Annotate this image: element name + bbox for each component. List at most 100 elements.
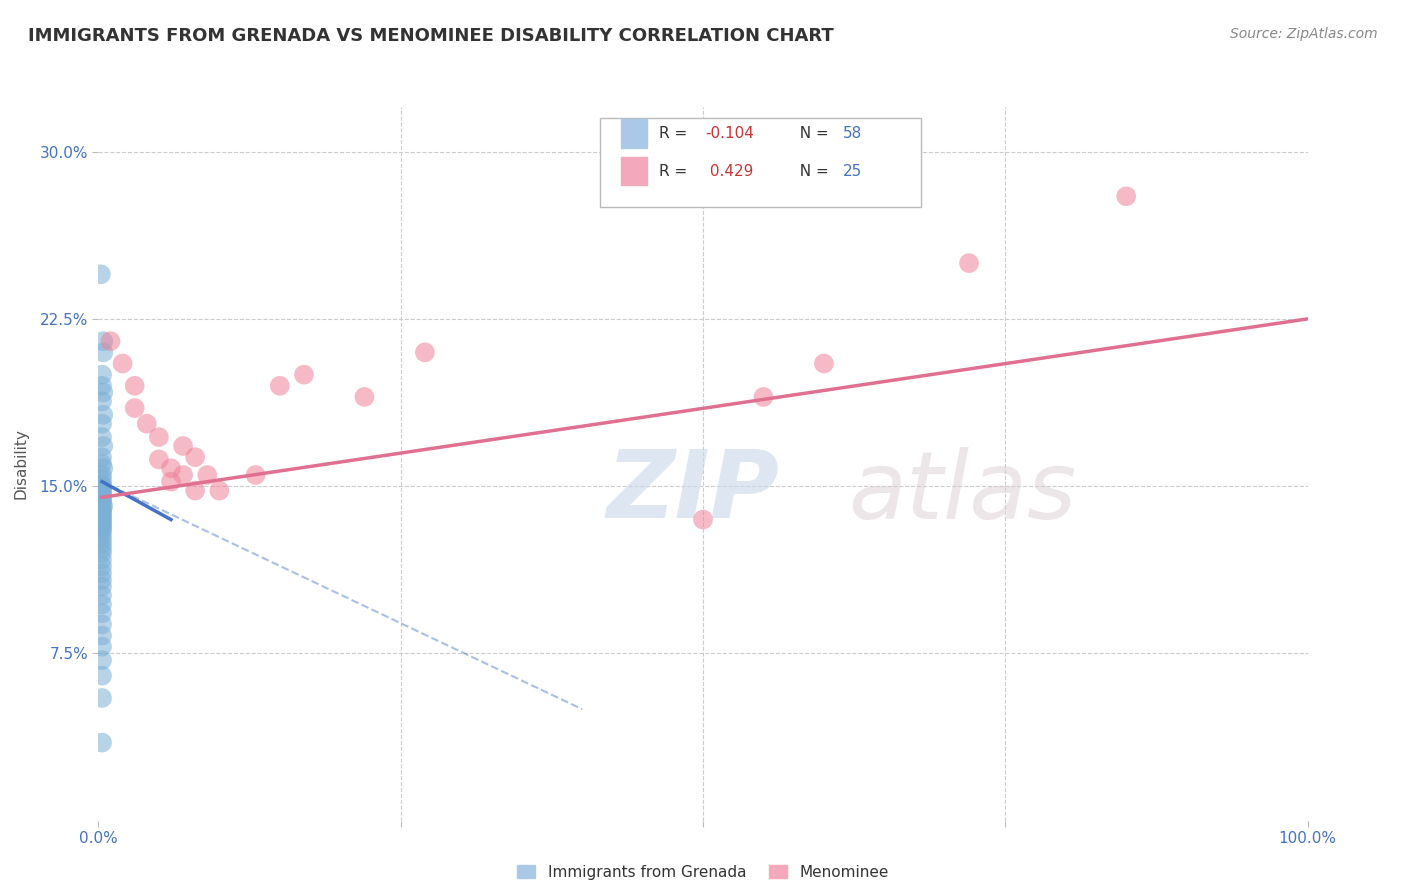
Point (91, 541, 114, 556)
Point (91, 368, 114, 382)
Point (91, 500, 114, 514)
Point (91, 334, 114, 349)
Point (91, 483, 114, 498)
Point (148, 430, 170, 444)
Point (91, 378, 114, 392)
Point (91, 690, 114, 705)
Point (124, 378, 146, 392)
Text: N =: N = (790, 163, 834, 178)
Point (91, 345, 114, 359)
Point (413, 345, 436, 359)
Point (91, 491, 114, 505)
Point (91, 512, 114, 526)
Point (124, 401, 146, 416)
Point (195, 468, 218, 483)
Point (148, 452, 170, 467)
Point (91, 417, 114, 431)
Point (91, 640, 114, 654)
Point (353, 390, 375, 404)
FancyBboxPatch shape (621, 157, 647, 186)
Text: Source: ZipAtlas.com: Source: ZipAtlas.com (1230, 27, 1378, 41)
Point (91, 494, 114, 508)
Point (111, 356, 134, 371)
Text: -0.104: -0.104 (706, 126, 754, 141)
Point (91, 607, 114, 621)
Point (91, 457, 114, 471)
Point (91, 573, 114, 587)
Point (91, 482, 114, 496)
Point (91, 430, 114, 444)
Text: IMMIGRANTS FROM GRENADA VS MENOMINEE DISABILITY CORRELATION CHART: IMMIGRANTS FROM GRENADA VS MENOMINEE DIS… (28, 27, 834, 45)
Point (91, 503, 114, 517)
Point (292, 368, 315, 382)
Point (91, 510, 114, 524)
Point (135, 417, 157, 431)
Text: 58: 58 (844, 126, 862, 141)
Point (91, 517, 114, 532)
Point (91, 653, 114, 667)
Text: 25: 25 (844, 163, 862, 178)
Point (160, 475, 183, 489)
Point (100, 334, 122, 349)
Point (91, 501, 114, 516)
Point (91, 479, 114, 493)
Point (91, 492, 114, 507)
FancyBboxPatch shape (621, 119, 647, 147)
Point (91, 524, 114, 538)
Point (1115, 189, 1137, 203)
Point (91, 628, 114, 642)
Point (91, 485, 114, 500)
Point (91, 552, 114, 567)
Point (91, 506, 114, 520)
Point (91, 473, 114, 487)
Text: R =: R = (659, 163, 693, 178)
Point (91, 408, 114, 422)
Point (91, 521, 114, 535)
Point (91, 385, 114, 400)
Point (91, 394, 114, 409)
Point (91, 537, 114, 551)
Point (91, 497, 114, 511)
Point (91, 589, 114, 603)
Text: 0.429: 0.429 (706, 163, 754, 178)
Point (91, 461, 114, 475)
Text: R =: R = (659, 126, 693, 141)
Point (184, 483, 207, 498)
Point (91, 598, 114, 612)
Text: N =: N = (790, 126, 834, 141)
Point (208, 483, 231, 498)
Point (91, 617, 114, 632)
Point (91, 559, 114, 574)
Point (91, 735, 114, 749)
Point (184, 450, 207, 465)
Point (91, 580, 114, 594)
Point (91, 533, 114, 547)
Point (245, 468, 267, 483)
Point (752, 390, 775, 404)
Point (91, 468, 114, 483)
Point (91, 528, 114, 542)
Text: ZIP: ZIP (606, 446, 779, 539)
Point (91, 488, 114, 502)
Point (813, 356, 835, 371)
Point (91, 546, 114, 560)
Point (90, 268, 112, 282)
Text: atlas: atlas (848, 447, 1077, 538)
Point (91, 439, 114, 453)
Point (692, 512, 714, 526)
Point (91, 519, 114, 533)
Point (269, 378, 291, 392)
Point (91, 508, 114, 523)
Point (957, 256, 980, 270)
Point (91, 566, 114, 581)
Point (172, 468, 194, 483)
FancyBboxPatch shape (600, 118, 921, 207)
Point (91, 450, 114, 465)
Point (172, 439, 194, 453)
Point (91, 669, 114, 683)
Point (160, 461, 183, 475)
Y-axis label: Disability: Disability (14, 428, 28, 500)
Point (91, 515, 114, 529)
Legend: Immigrants from Grenada, Menominee: Immigrants from Grenada, Menominee (512, 860, 894, 884)
Point (91, 477, 114, 491)
